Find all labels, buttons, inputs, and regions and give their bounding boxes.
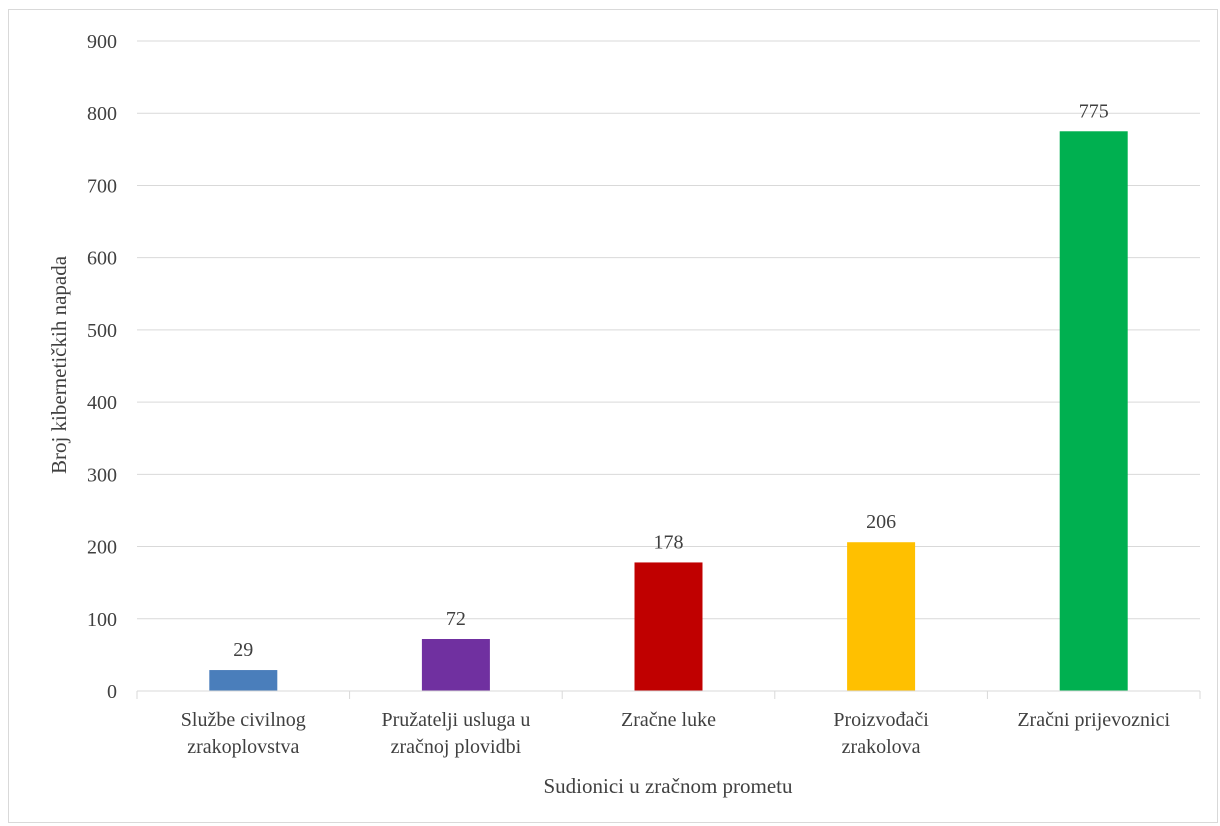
bar — [634, 562, 703, 691]
bar — [847, 542, 916, 691]
x-tick-label: Pružatelji usluga u zračnoj plovidbi — [381, 709, 530, 758]
y-tick-label: 800 — [87, 103, 117, 125]
y-axis-title: Broj kibernetičkih napada — [47, 255, 71, 474]
y-tick-label: 200 — [87, 537, 117, 559]
x-axis-title: Sudionici u zračnom prometu — [543, 774, 793, 798]
y-tick-label: 900 — [87, 31, 117, 53]
x-tick-label-line: zračnoj plovidbi — [391, 736, 522, 758]
x-tick-label-line: Pružatelji usluga u — [381, 709, 530, 731]
data-label: 29 — [233, 639, 253, 661]
data-labels: 29 72 178 206 775 — [233, 100, 1108, 661]
bar — [1059, 131, 1128, 691]
data-label: 206 — [866, 511, 896, 533]
gridlines — [137, 40, 1200, 620]
y-tick-label: 700 — [87, 175, 117, 197]
y-tick-label: 100 — [87, 609, 117, 631]
x-tick-label-line: Zračni prijevoznici — [1017, 709, 1170, 731]
bar — [421, 639, 490, 691]
y-tick-label: 500 — [87, 320, 117, 342]
x-tick-label: Zračni prijevoznici — [1017, 709, 1170, 731]
x-tick-label: Proizvođači zrakolova — [833, 709, 929, 758]
y-axis-ticks: 0 100 200 300 400 500 600 700 800 900 — [87, 31, 117, 703]
y-tick-label: 600 — [87, 248, 117, 270]
data-label: 72 — [446, 608, 466, 630]
bar — [209, 670, 278, 691]
data-label: 775 — [1079, 100, 1109, 122]
x-tick-label-line: zrakolova — [842, 736, 921, 758]
y-tick-label: 300 — [87, 464, 117, 486]
x-tick-label: Službe civilnog zrakoplovstva — [181, 709, 306, 758]
bars — [209, 131, 1128, 691]
x-tick-label-line: Službe civilnog — [181, 709, 306, 731]
y-tick-label: 0 — [107, 681, 117, 703]
x-tick-label-line: Proizvođači — [833, 709, 929, 731]
y-tick-label: 400 — [87, 392, 117, 414]
data-label: 178 — [654, 531, 684, 553]
x-tick-label-line: Zračne luke — [621, 709, 716, 731]
x-tick-label-line: zrakoplovstva — [187, 736, 299, 758]
x-axis-ticks: Službe civilnog zrakoplovstva Pružatelji u… — [136, 691, 1201, 758]
x-tick-label: Zračne luke — [621, 709, 716, 731]
